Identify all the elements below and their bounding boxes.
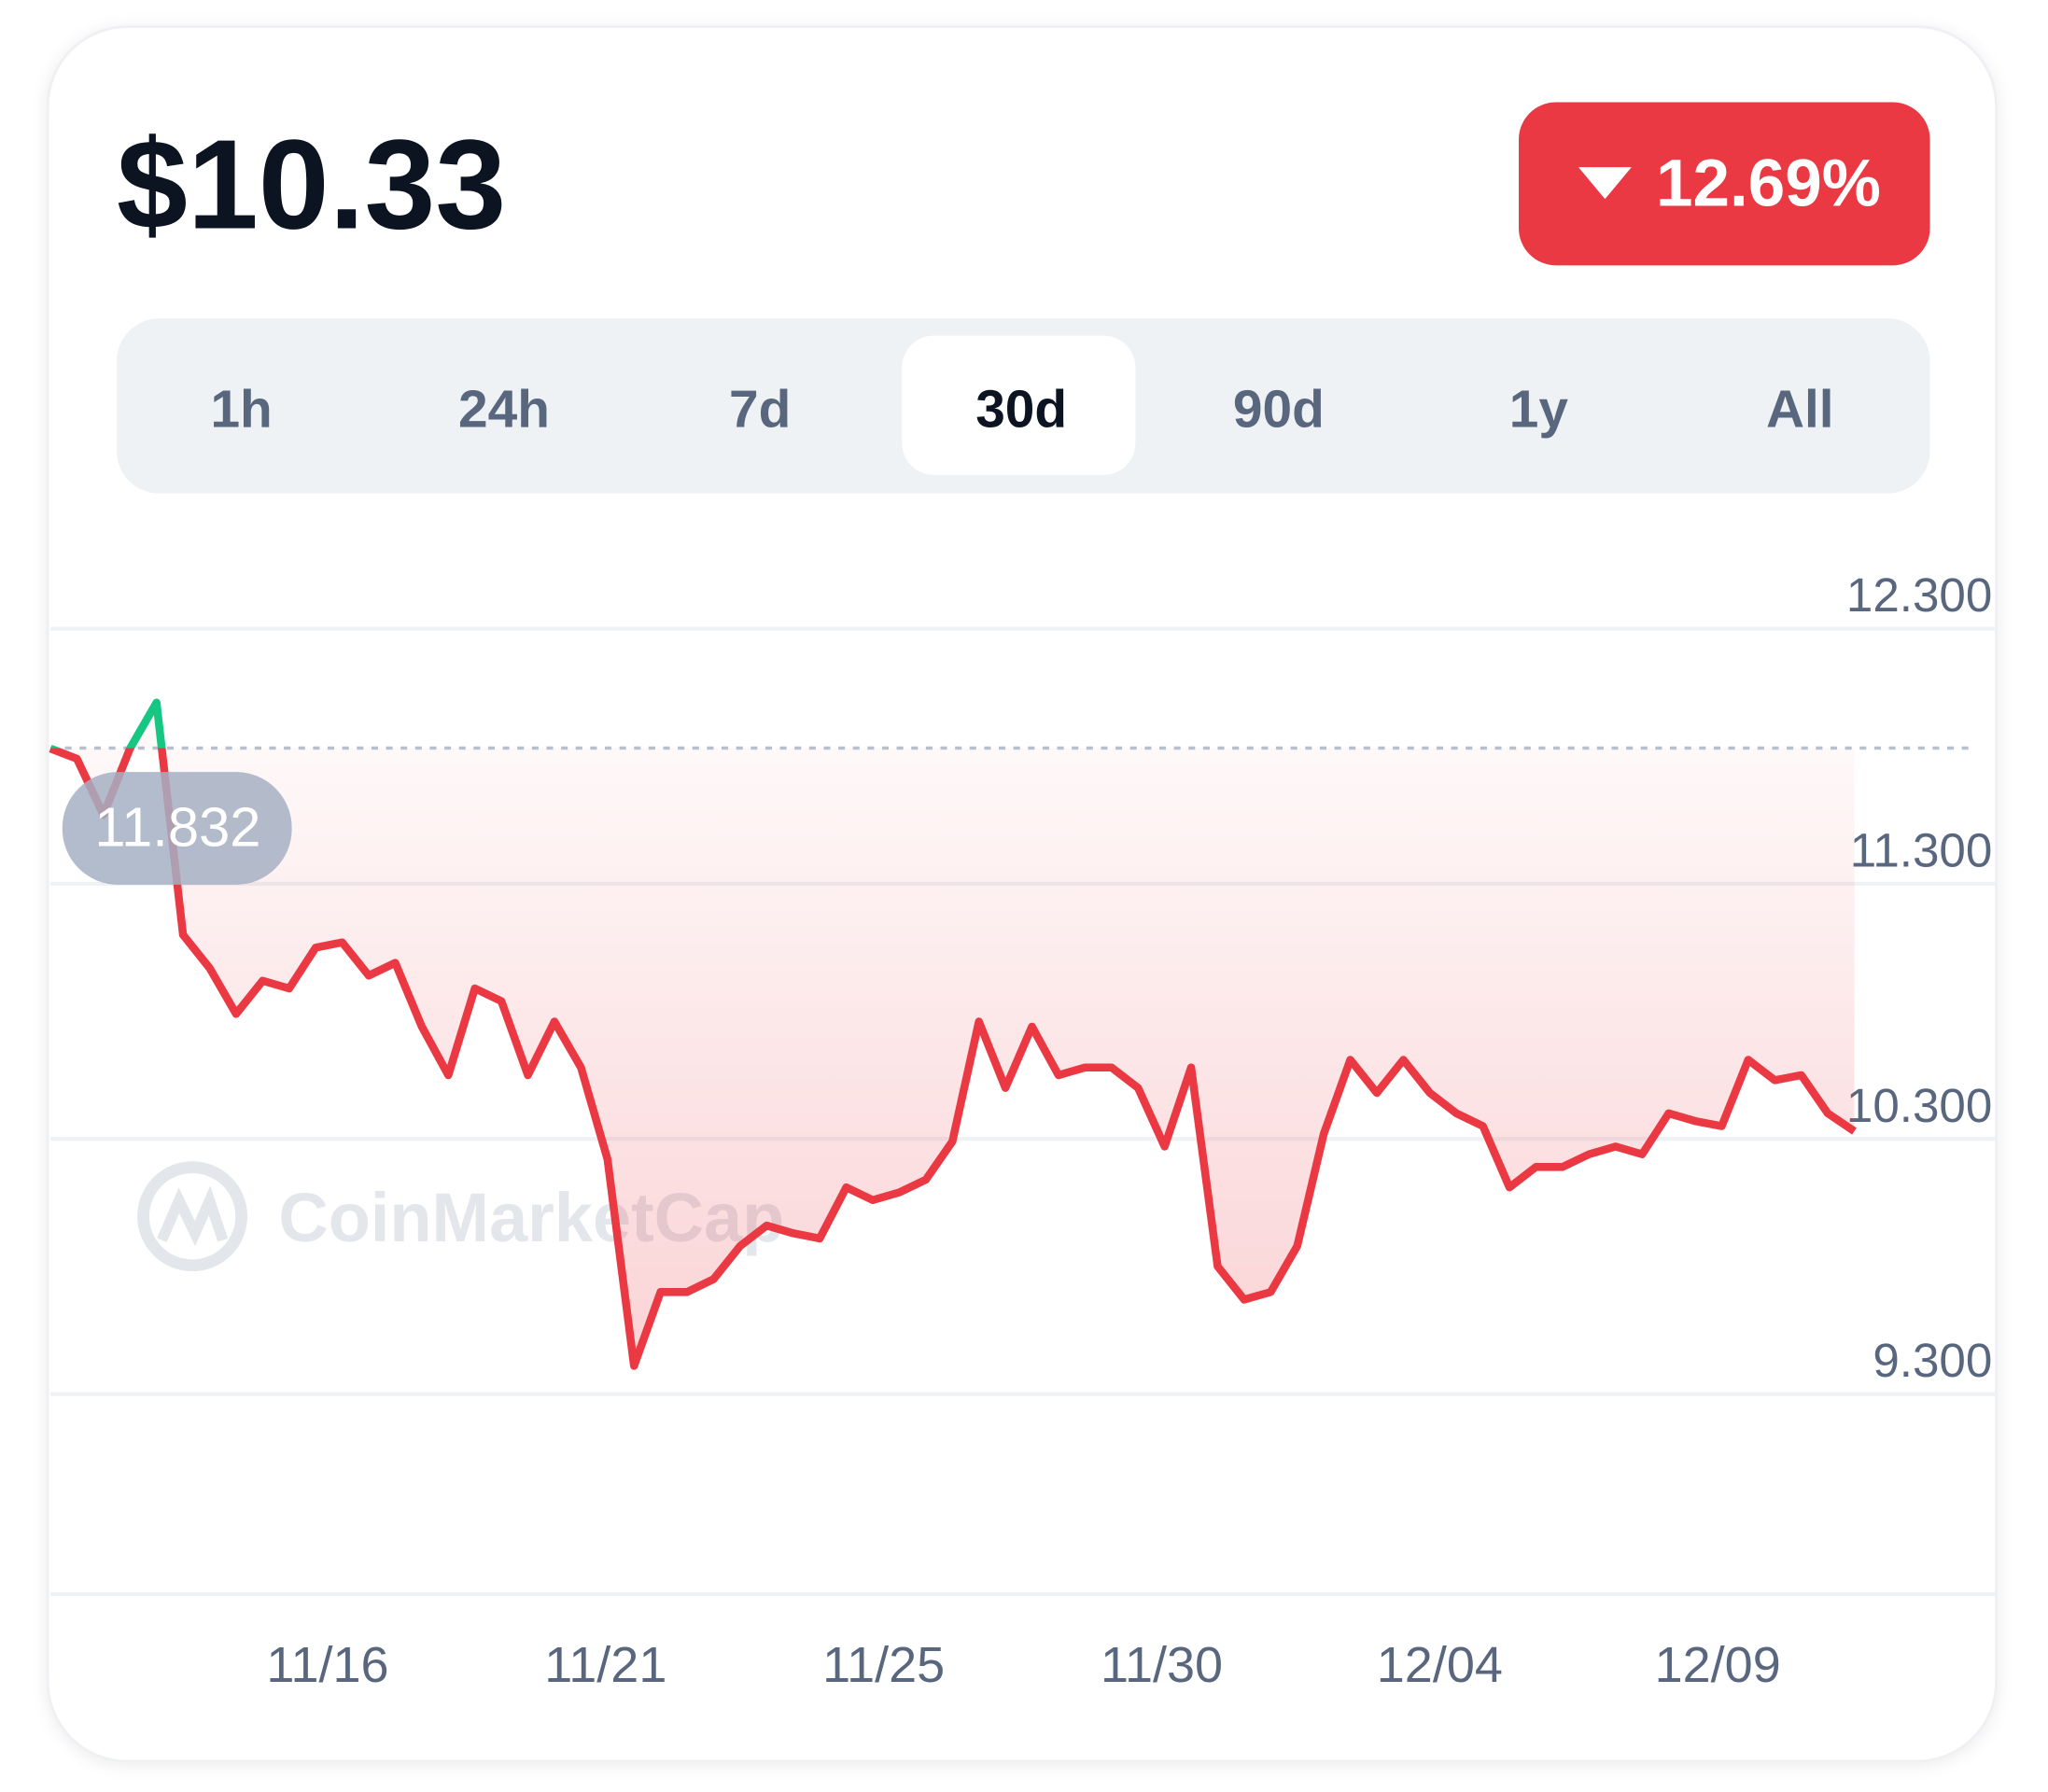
y-tick-label: 11.300 bbox=[1850, 823, 1993, 876]
watermark-logo-m bbox=[157, 1185, 229, 1247]
tab-selected bbox=[902, 335, 1136, 475]
y-tick-label: 12.300 bbox=[1846, 568, 1992, 622]
price-line bbox=[49, 698, 1857, 1370]
change-badge bbox=[1519, 102, 1930, 266]
tab[interactable]: 7d bbox=[729, 381, 791, 440]
tab[interactable]: All bbox=[1766, 381, 1834, 440]
reference-label: 11.832 bbox=[94, 796, 260, 859]
x-tick-label: 12/09 bbox=[1655, 1637, 1781, 1693]
reference-pill bbox=[62, 772, 292, 885]
change-arrow bbox=[1578, 167, 1632, 200]
tab[interactable]: 90d bbox=[1233, 381, 1325, 440]
x-tick-label: 11/25 bbox=[822, 1637, 945, 1693]
y-tick-label: 10.300 bbox=[1846, 1079, 1992, 1132]
y-tick-label: 9.300 bbox=[1873, 1334, 1992, 1387]
price: $10.33 bbox=[117, 114, 506, 256]
tab[interactable]: 1y bbox=[1509, 381, 1569, 440]
x-tick-label: 11/16 bbox=[266, 1637, 388, 1693]
tab[interactable]: 30d bbox=[975, 381, 1067, 440]
x-tick-label: 12/04 bbox=[1377, 1637, 1503, 1693]
change-label: 12.69% bbox=[1656, 147, 1881, 220]
x-tick-label: 11/30 bbox=[1101, 1637, 1223, 1693]
watermark-logo bbox=[137, 1161, 248, 1272]
x-tick-label: 11/21 bbox=[544, 1637, 666, 1693]
tab[interactable]: 24h bbox=[458, 381, 550, 440]
tab[interactable]: 1h bbox=[210, 381, 272, 440]
area bbox=[49, 702, 1855, 1366]
